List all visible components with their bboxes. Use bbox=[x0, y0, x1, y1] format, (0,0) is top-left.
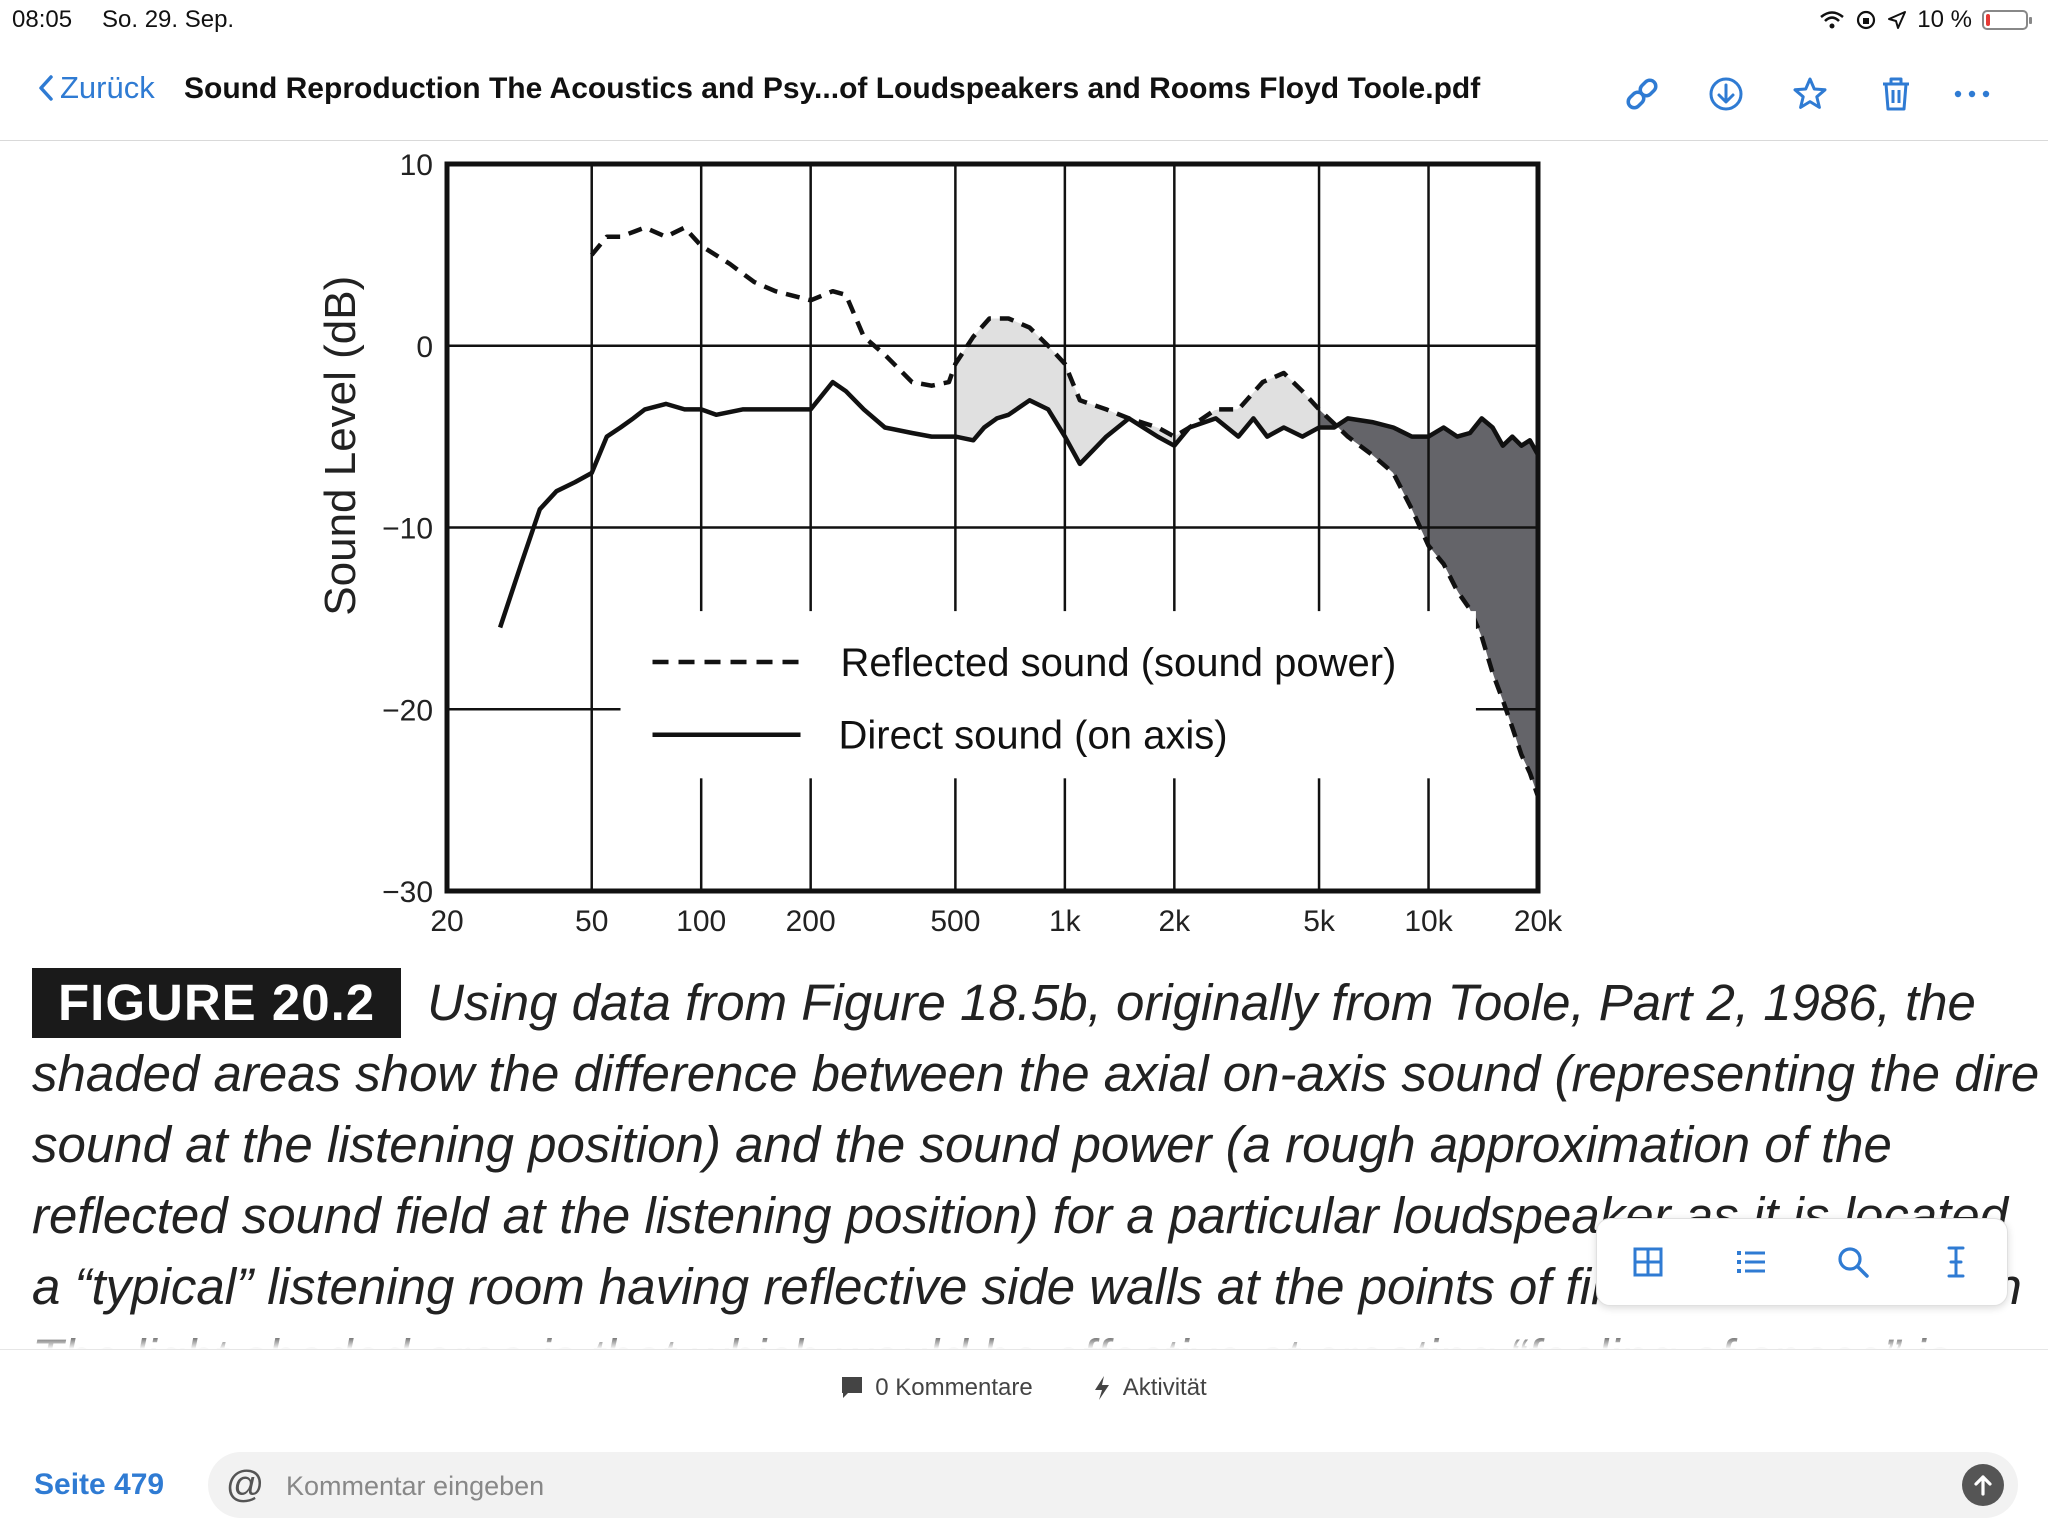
more-button[interactable] bbox=[1942, 64, 2002, 124]
location-icon bbox=[1888, 11, 1907, 29]
x-tick-label: 20 bbox=[430, 905, 463, 938]
document-page[interactable]: Reflected sound (sound power) Direct soun… bbox=[0, 141, 2048, 1349]
floating-toolbar bbox=[1596, 1218, 2008, 1306]
status-date: So. 29. Sep. bbox=[102, 6, 235, 33]
link-icon bbox=[1626, 78, 1658, 110]
arrow-up-icon bbox=[1974, 1475, 1992, 1496]
y-tick-label: −30 bbox=[382, 876, 433, 909]
comment-tabs: 0 Kommentare Aktivität bbox=[0, 1374, 2048, 1402]
download-icon bbox=[1709, 77, 1743, 111]
y-tick-label: −20 bbox=[382, 694, 433, 727]
document-title: Sound Reproduction The Acoustics and Psy… bbox=[184, 72, 1481, 105]
thumbnail-grid-button[interactable] bbox=[1618, 1232, 1678, 1292]
y-tick-label: 10 bbox=[400, 149, 433, 182]
plot-frame bbox=[444, 161, 1541, 894]
x-tick-label: 2k bbox=[1158, 905, 1191, 938]
comment-input[interactable] bbox=[284, 1460, 1928, 1512]
nav-bar: Zurück Sound Reproduction The Acoustics … bbox=[0, 52, 2048, 141]
favorite-button[interactable] bbox=[1780, 64, 1840, 124]
battery-percent: 10 % bbox=[1917, 6, 1972, 33]
comment-panel: 0 Kommentare Aktivität Seite 479 @ bbox=[0, 1349, 2048, 1537]
grid-icon bbox=[1633, 1247, 1663, 1277]
star-icon bbox=[1793, 77, 1827, 109]
comment-bubble-icon bbox=[842, 1377, 863, 1398]
status-bar: 08:05 So. 29. Sep. 10 % bbox=[0, 0, 2048, 40]
status-time: 08:05 bbox=[12, 6, 73, 33]
search-button[interactable] bbox=[1823, 1232, 1883, 1292]
download-button[interactable] bbox=[1696, 64, 1756, 124]
caption-line-1: Using data from Figure 18.5b, originally… bbox=[427, 974, 1976, 1031]
status-right: 10 % bbox=[1819, 6, 2032, 34]
text-select-button[interactable] bbox=[1926, 1232, 1986, 1292]
caption-line-3: sound at the listening position) and the… bbox=[32, 1116, 1892, 1173]
x-tick-label: 200 bbox=[786, 905, 836, 938]
trash-icon bbox=[1883, 77, 1909, 111]
y-tick-label: −10 bbox=[382, 513, 433, 546]
sound-level-chart: Reflected sound (sound power) Direct soun… bbox=[316, 149, 1563, 938]
caption-line-2: shaded areas show the difference between… bbox=[32, 1045, 2040, 1102]
x-tick-label: 10k bbox=[1404, 905, 1453, 938]
x-tick-label: 20k bbox=[1514, 905, 1563, 938]
comments-label: 0 Kommentare bbox=[875, 1374, 1033, 1401]
delete-button[interactable] bbox=[1866, 64, 1926, 124]
figure-caption: FIGURE 20.2 Using data from Figure 18.5b,… bbox=[32, 967, 2048, 1349]
activity-label: Aktivität bbox=[1122, 1374, 1207, 1401]
chevron-left-icon bbox=[39, 75, 53, 101]
legend-label-reflected: Reflected sound (sound power) bbox=[841, 641, 1397, 685]
y-axis-label: Sound Level (dB) bbox=[316, 276, 365, 616]
back-label[interactable]: Zurück bbox=[60, 70, 155, 105]
list-icon bbox=[1736, 1251, 1765, 1273]
reflected-sound-line bbox=[589, 225, 1541, 798]
outline-list-button[interactable] bbox=[1721, 1232, 1781, 1292]
legend-background bbox=[620, 611, 1476, 779]
x-tick-label: 1k bbox=[1049, 905, 1082, 938]
more-icon bbox=[1954, 90, 1990, 98]
x-tick-label: 100 bbox=[676, 905, 726, 938]
page-number[interactable]: Seite 479 bbox=[34, 1468, 165, 1501]
x-tick-label: 50 bbox=[575, 905, 608, 938]
back-button[interactable]: Zurück bbox=[36, 70, 155, 106]
send-button[interactable] bbox=[1962, 1464, 2004, 1506]
search-icon bbox=[1838, 1247, 1869, 1278]
y-tick-label: 0 bbox=[416, 331, 433, 364]
mention-icon[interactable]: @ bbox=[225, 1463, 265, 1506]
text-cursor-icon bbox=[1947, 1246, 1965, 1278]
dark-shaded-area bbox=[1319, 409, 1538, 797]
battery-icon bbox=[1982, 10, 2032, 30]
wifi-icon bbox=[1820, 11, 1845, 29]
tab-activity[interactable]: Aktivität bbox=[1093, 1374, 1207, 1402]
comment-input-box: @ bbox=[208, 1452, 2018, 1518]
x-tick-label: 5k bbox=[1303, 905, 1336, 938]
orientation-lock-icon bbox=[1857, 10, 1876, 30]
link-button[interactable] bbox=[1612, 64, 1672, 124]
legend-label-direct: Direct sound (on axis) bbox=[839, 714, 1228, 758]
figure-label: FIGURE 20.2 bbox=[32, 968, 402, 1038]
direct-sound-line bbox=[497, 379, 1540, 629]
x-tick-label: 500 bbox=[930, 905, 980, 938]
light-shaded-area bbox=[955, 318, 1320, 461]
lightning-icon bbox=[1094, 1376, 1109, 1400]
tab-comments[interactable]: 0 Kommentare bbox=[841, 1374, 1033, 1402]
